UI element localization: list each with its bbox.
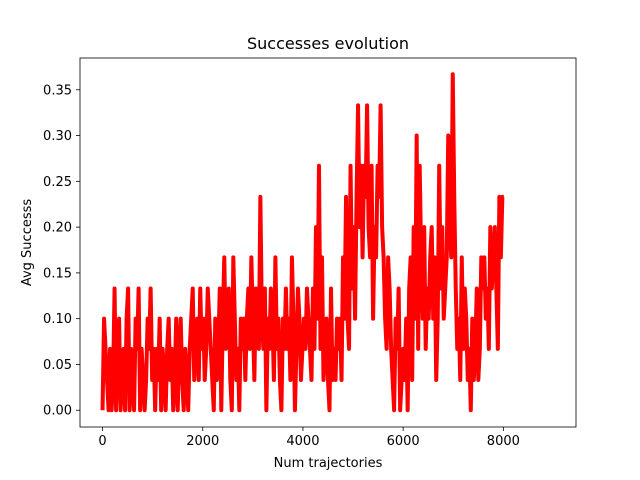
x-tick-label: 8000 — [487, 434, 520, 449]
plot-frame — [79, 57, 577, 428]
y-tick-label: 0.00 — [43, 404, 72, 419]
x-axis-label: Num trajectories — [274, 456, 383, 471]
x-tick-label: 0 — [98, 434, 106, 449]
y-tick-label: 0.25 — [43, 175, 72, 190]
x-axis-ticks: 0 2000 4000 6000 8000 — [98, 427, 520, 449]
y-tick-label: 0.10 — [43, 312, 72, 327]
y-axis-label: Avg Successs — [20, 199, 35, 287]
x-tick-label: 2000 — [186, 434, 219, 449]
series-line-0 — [100, 72, 505, 413]
y-axis-ticks: 0.00 0.05 0.10 0.15 0.20 0.25 0.30 0.35 — [43, 83, 80, 419]
y-tick-label: 0.30 — [43, 129, 72, 144]
plot-area — [100, 72, 505, 413]
y-tick-label: 0.05 — [43, 358, 72, 373]
y-tick-label: 0.35 — [43, 83, 72, 98]
y-tick-label: 0.15 — [43, 266, 72, 281]
x-tick-label: 4000 — [286, 434, 319, 449]
y-tick-label: 0.20 — [43, 221, 72, 236]
x-tick-label: 6000 — [387, 434, 420, 449]
chart-title: Successes evolution — [247, 34, 409, 53]
